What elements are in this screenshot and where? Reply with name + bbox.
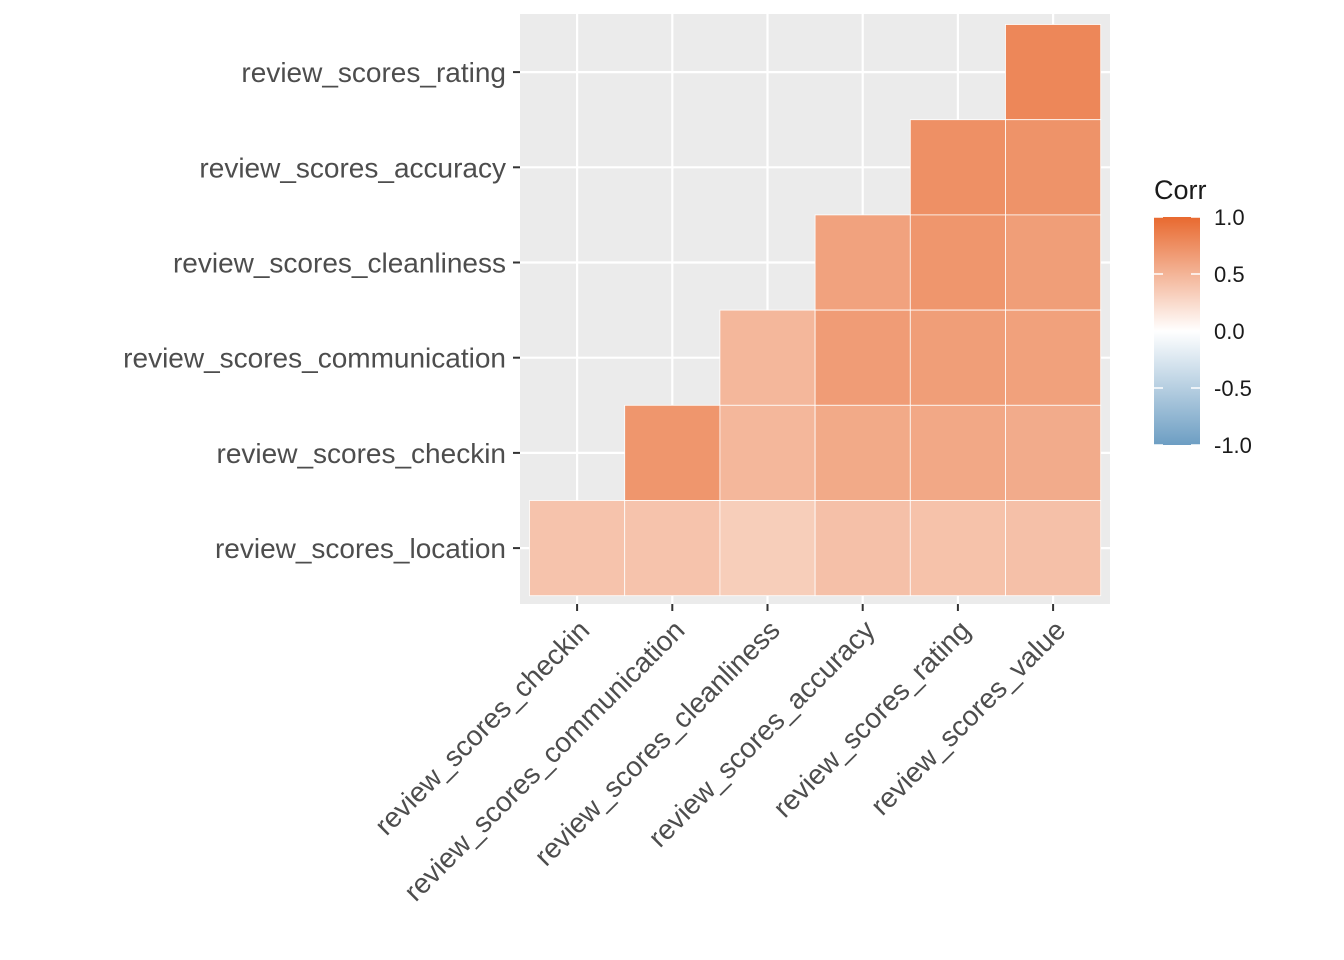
heatmap-cell [814, 404, 911, 501]
y-tick-label: review_scores_communication [123, 343, 506, 374]
heatmap-cell [909, 500, 1006, 597]
heatmap-cell [909, 214, 1006, 311]
heatmap-cell [814, 214, 911, 311]
heatmap-cell [529, 500, 626, 597]
legend-tick-label: -0.5 [1214, 376, 1252, 401]
heatmap-cell [1005, 214, 1102, 311]
heatmap-cell [1005, 500, 1102, 597]
legend-tick-label: 1.0 [1214, 205, 1245, 230]
heatmap-cells [529, 24, 1102, 597]
heatmap-cell [1005, 404, 1102, 501]
heatmap-cell [719, 404, 816, 501]
y-tick-label: review_scores_cleanliness [173, 248, 506, 279]
legend-title: Corr [1154, 175, 1207, 205]
x-axis: review_scores_checkinreview_scores_commu… [369, 604, 1072, 907]
heatmap-cell [1005, 309, 1102, 406]
y-tick-label: review_scores_accuracy [199, 152, 506, 183]
y-axis: review_scores_rating review_scores_accura… [123, 57, 520, 564]
heatmap-cell [719, 500, 816, 597]
heatmap-cell [719, 309, 816, 406]
legend-tick-label: -1.0 [1214, 433, 1252, 458]
legend-ticks: 1.0 0.5 0.0 -0.5 -1.0 [1154, 205, 1252, 458]
heatmap-cell [909, 309, 1006, 406]
heatmap-cell [624, 500, 721, 597]
heatmap-cell [909, 404, 1006, 501]
heatmap-cell [624, 404, 721, 501]
heatmap-cell [909, 119, 1006, 216]
y-tick-label: review_scores_checkin [217, 438, 506, 469]
heatmap-cell [1005, 119, 1102, 216]
heatmap-cell [1005, 24, 1102, 121]
heatmap-cell [814, 309, 911, 406]
legend-tick-label: 0.0 [1214, 319, 1245, 344]
y-tick-label: review_scores_location [215, 533, 506, 564]
y-tick-label: review_scores_rating [241, 57, 506, 88]
legend: Corr 1.0 0.5 0.0 -0.5 -1.0 [1154, 175, 1252, 458]
heatmap-cell [814, 500, 911, 597]
x-tick-label: review_scores_value [865, 614, 1072, 821]
legend-tick-label: 0.5 [1214, 262, 1245, 287]
